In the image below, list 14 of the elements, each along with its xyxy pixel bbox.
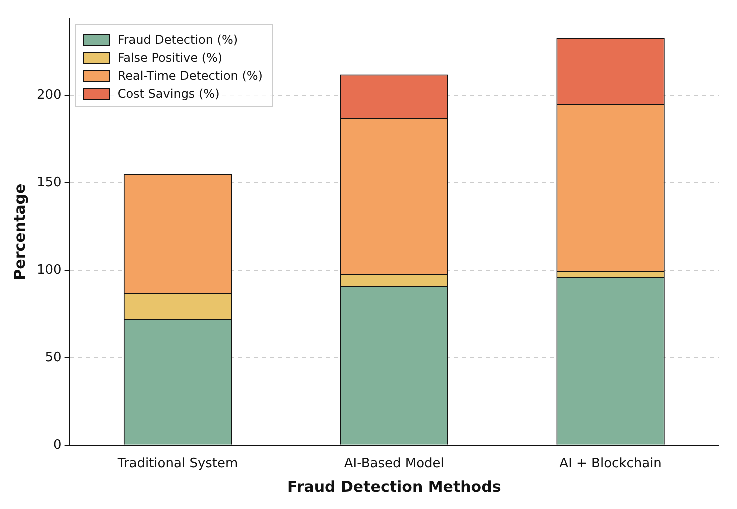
x-tick-label: AI + Blockchain bbox=[560, 456, 662, 472]
y-tick-label: 200 bbox=[36, 88, 62, 104]
legend-label: False Positive (%) bbox=[118, 50, 223, 65]
legend-label: Fraud Detection (%) bbox=[118, 32, 238, 47]
y-axis-title: Percentage bbox=[10, 184, 29, 280]
y-tick-label: 0 bbox=[54, 438, 62, 453]
y-tick-label: 50 bbox=[45, 350, 62, 366]
x-axis-title: Fraud Detection Methods bbox=[288, 478, 502, 496]
y-tick-label: 100 bbox=[36, 262, 62, 278]
y-tick-label: 150 bbox=[36, 176, 62, 191]
x-tick-label: Traditional System bbox=[116, 456, 238, 472]
legend-label: Cost Savings (%) bbox=[118, 86, 220, 101]
x-tick-label: AI-Based Model bbox=[344, 456, 444, 472]
legend-label: Real-Time Detection (%) bbox=[118, 68, 263, 83]
